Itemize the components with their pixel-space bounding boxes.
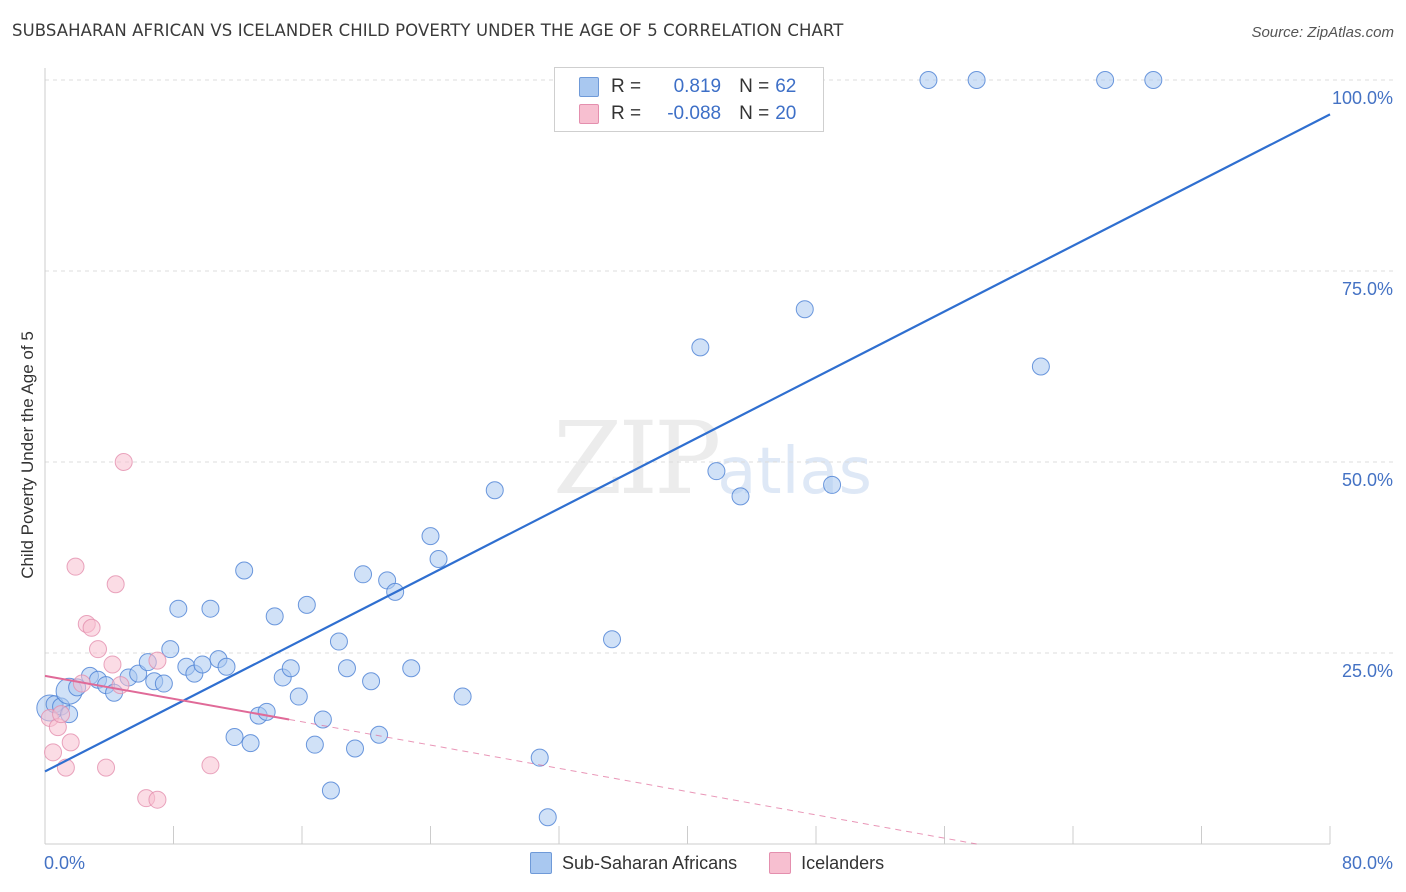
point-icelanders bbox=[52, 705, 71, 724]
point-subsaharan bbox=[731, 487, 750, 506]
point-subsaharan bbox=[346, 739, 365, 758]
trendline-icelanders bbox=[289, 718, 977, 845]
legend-n-value: 62 bbox=[775, 76, 797, 97]
point-subsaharan bbox=[362, 672, 381, 691]
point-subsaharan bbox=[305, 735, 324, 754]
point-icelanders bbox=[44, 743, 63, 762]
y-tick-label: 25.0% bbox=[1342, 661, 1393, 681]
point-subsaharan bbox=[169, 599, 188, 618]
chart-title: SUBSAHARAN AFRICAN VS ICELANDER CHILD PO… bbox=[12, 21, 844, 40]
point-subsaharan bbox=[257, 702, 276, 721]
point-icelanders bbox=[201, 756, 220, 775]
point-subsaharan bbox=[337, 659, 356, 678]
y-tick-label: 50.0% bbox=[1342, 470, 1393, 490]
point-subsaharan bbox=[823, 475, 842, 494]
point-icelanders bbox=[148, 651, 167, 670]
point-icelanders bbox=[106, 575, 125, 594]
point-subsaharan bbox=[281, 659, 300, 678]
legend-label-subsaharan: Sub-Saharan Africans bbox=[562, 852, 738, 873]
point-subsaharan bbox=[129, 664, 148, 683]
point-icelanders bbox=[66, 557, 85, 576]
point-subsaharan bbox=[429, 550, 448, 569]
legend-r-value: -0.088 bbox=[667, 103, 722, 124]
point-subsaharan bbox=[201, 599, 220, 618]
point-subsaharan bbox=[329, 632, 348, 651]
point-icelanders bbox=[82, 618, 101, 637]
point-subsaharan bbox=[421, 527, 440, 546]
point-subsaharan bbox=[919, 71, 938, 89]
legend-swatch-icelanders bbox=[769, 852, 792, 874]
point-subsaharan bbox=[193, 655, 212, 674]
y-tick-label: 75.0% bbox=[1342, 279, 1393, 299]
point-subsaharan bbox=[1031, 357, 1050, 376]
x-tick-label: 80.0% bbox=[1342, 853, 1393, 873]
point-subsaharan bbox=[1096, 71, 1115, 89]
point-subsaharan bbox=[289, 687, 308, 706]
point-subsaharan bbox=[707, 462, 726, 481]
legend-n-label: N = bbox=[739, 76, 770, 97]
legend-r-value: 0.819 bbox=[673, 76, 722, 97]
correlation-legend: R = 0.819 N = 62 R = -0.088 N = 20 bbox=[554, 67, 824, 132]
point-subsaharan bbox=[321, 781, 340, 800]
point-icelanders bbox=[148, 790, 167, 809]
point-subsaharan bbox=[967, 71, 986, 89]
point-subsaharan bbox=[538, 808, 557, 827]
legend-item-subsaharan: Sub-Saharan Africans bbox=[530, 852, 737, 874]
point-subsaharan bbox=[453, 687, 472, 706]
point-subsaharan bbox=[691, 338, 710, 357]
point-subsaharan bbox=[154, 674, 173, 693]
point-subsaharan bbox=[370, 725, 389, 744]
legend-r-label: R = bbox=[611, 76, 642, 97]
point-subsaharan bbox=[297, 595, 316, 614]
point-subsaharan bbox=[241, 734, 260, 753]
legend-swatch-icelanders bbox=[579, 104, 599, 124]
trendline-icelanders bbox=[44, 674, 290, 721]
series-legend: Sub-Saharan Africans Icelanders bbox=[530, 852, 916, 874]
legend-item-icelanders: Icelanders bbox=[769, 852, 884, 874]
point-subsaharan bbox=[313, 710, 332, 729]
point-subsaharan bbox=[235, 561, 254, 580]
legend-swatch-subsaharan bbox=[530, 852, 552, 874]
point-subsaharan bbox=[530, 748, 549, 767]
y-tick-label: 100.0% bbox=[1332, 88, 1393, 108]
point-icelanders bbox=[61, 733, 80, 752]
point-subsaharan bbox=[1144, 71, 1163, 89]
trendline-subsaharan bbox=[44, 113, 1331, 773]
point-subsaharan bbox=[402, 659, 421, 678]
point-subsaharan bbox=[161, 640, 180, 659]
point-icelanders bbox=[103, 655, 122, 674]
legend-n-value: 20 bbox=[775, 103, 797, 124]
x-tick-label: 0.0% bbox=[44, 853, 85, 873]
point-icelanders bbox=[97, 758, 116, 777]
point-subsaharan bbox=[354, 565, 373, 584]
legend-label-icelanders: Icelanders bbox=[801, 852, 885, 873]
source-label: Source: ZipAtlas.com bbox=[1251, 24, 1394, 41]
point-icelanders bbox=[89, 640, 108, 659]
point-subsaharan bbox=[217, 657, 236, 676]
point-subsaharan bbox=[225, 728, 244, 747]
legend-r-label: R = bbox=[611, 103, 642, 124]
legend-row-subsaharan: R = 0.819 N = 62 bbox=[579, 74, 796, 100]
legend-swatch-subsaharan bbox=[579, 77, 599, 97]
point-subsaharan bbox=[603, 630, 622, 649]
legend-row-icelanders: R = -0.088 N = 20 bbox=[579, 101, 796, 127]
legend-n-label: N = bbox=[739, 103, 770, 124]
point-subsaharan bbox=[485, 481, 504, 500]
point-subsaharan bbox=[795, 300, 814, 319]
point-subsaharan bbox=[265, 607, 284, 626]
point-icelanders bbox=[114, 453, 133, 471]
